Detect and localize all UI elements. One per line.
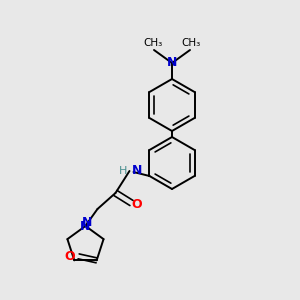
Text: CH₃: CH₃ xyxy=(182,38,201,48)
Text: O: O xyxy=(131,197,142,211)
Text: O: O xyxy=(64,250,75,263)
Text: N: N xyxy=(167,56,177,70)
Text: N: N xyxy=(82,217,93,230)
Text: N: N xyxy=(80,220,91,232)
Text: H: H xyxy=(119,166,128,176)
Text: N: N xyxy=(131,164,142,178)
Text: CH₃: CH₃ xyxy=(143,38,163,48)
